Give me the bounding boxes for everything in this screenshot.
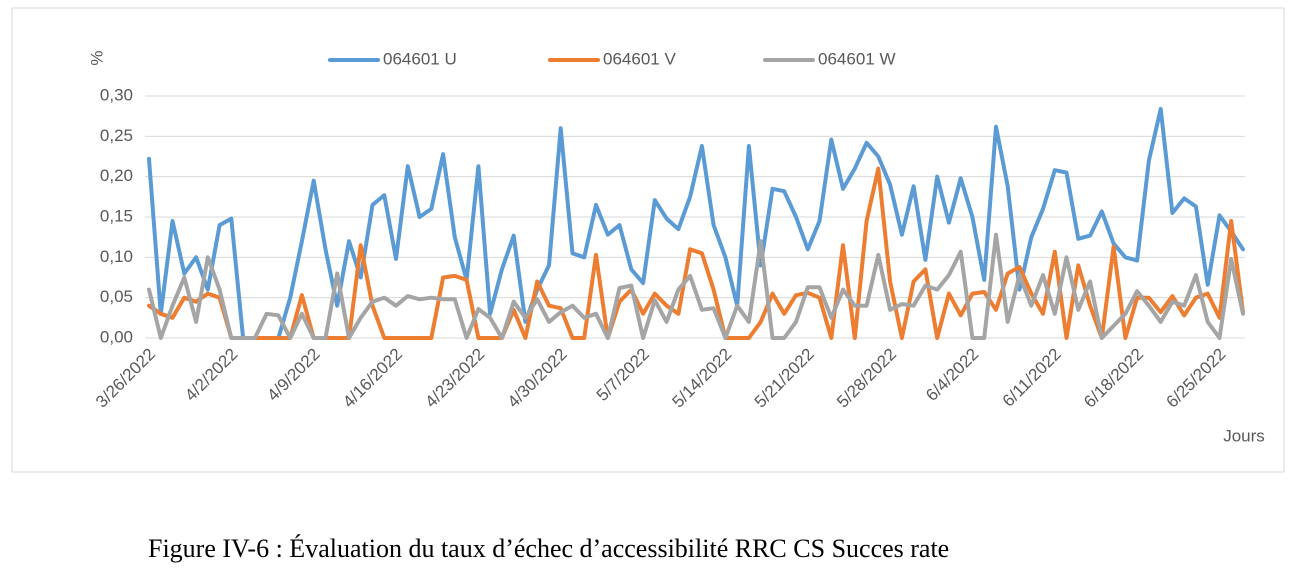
- y-tick-label: 0,05: [100, 287, 133, 306]
- series-line: [147, 106, 1245, 340]
- y-tick-label: 0,30: [100, 85, 133, 104]
- x-tick-label: 4/16/2022: [339, 345, 406, 412]
- x-tick-label: 4/2/2022: [181, 345, 241, 405]
- caption: Figure IV-6 : Évaluation du taux d’échec…: [148, 534, 949, 563]
- x-tick-label: 4/30/2022: [504, 345, 571, 412]
- x-axis-label: Jours: [1223, 426, 1265, 445]
- series-line: [147, 232, 1245, 340]
- x-tick-label: 5/21/2022: [751, 345, 818, 412]
- x-tick-label: 4/23/2022: [421, 345, 488, 412]
- x-tick-label: 6/25/2022: [1163, 345, 1230, 412]
- x-tick-label: 6/4/2022: [922, 345, 982, 405]
- x-tick-label: 4/9/2022: [263, 345, 323, 405]
- legend-label: 064601 U: [383, 49, 457, 68]
- y-tick-label: 0,10: [100, 247, 133, 266]
- x-tick-label: 5/14/2022: [668, 345, 735, 412]
- legend-label: 064601 V: [603, 49, 676, 68]
- y-tick-label: 0,25: [100, 126, 133, 145]
- legend-label: 064601 W: [818, 49, 896, 68]
- x-tick-label: 3/26/2022: [92, 345, 159, 412]
- x-tick-label: 5/28/2022: [833, 345, 900, 412]
- x-tick-label: 6/11/2022: [999, 345, 1065, 411]
- x-tick-label: 6/18/2022: [1080, 345, 1147, 412]
- y-tick-label: 0,15: [100, 206, 133, 225]
- y-tick-label: 0,20: [100, 166, 133, 185]
- y-axis-label: %: [87, 50, 106, 65]
- x-tick-label: 5/7/2022: [593, 345, 653, 405]
- y-tick-label: 0,00: [100, 327, 133, 346]
- chart-frame: [11, 7, 1285, 473]
